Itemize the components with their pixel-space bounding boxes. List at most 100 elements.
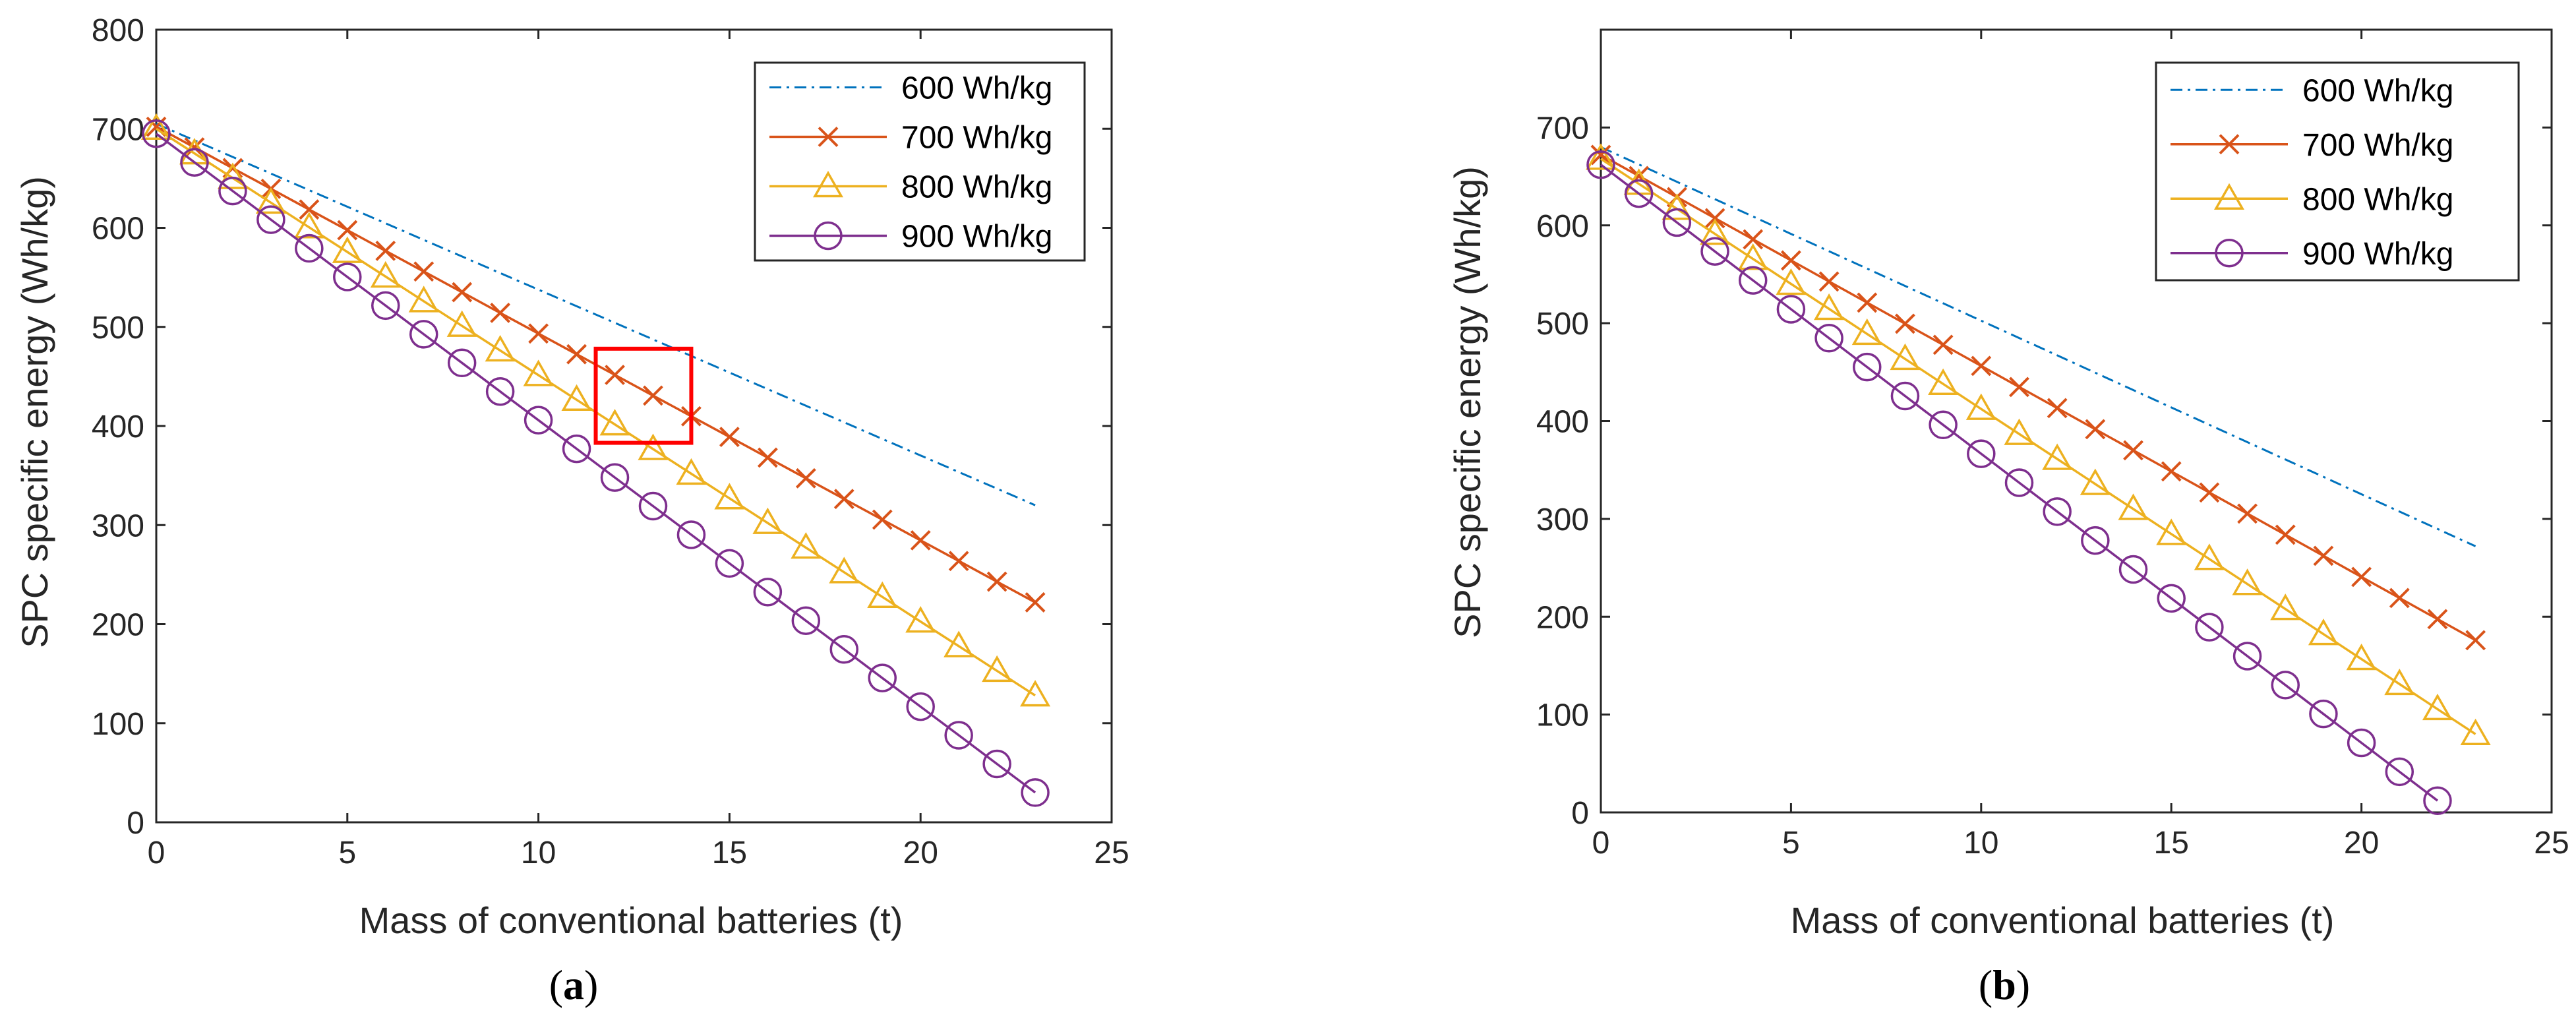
data-point-marker — [1700, 218, 1731, 245]
data-point-marker — [676, 520, 706, 549]
data-point-marker — [1857, 292, 1878, 313]
x-tick-label: 20 — [2344, 826, 2379, 861]
data-point-marker — [184, 137, 205, 158]
data-point-marker — [1021, 778, 1050, 807]
data-point-marker — [2465, 630, 2486, 651]
y-tick-label: 600 — [1536, 209, 1589, 244]
data-point-marker — [795, 468, 816, 489]
data-point-marker — [638, 433, 669, 460]
data-point-marker — [2080, 468, 2111, 495]
data-point-marker — [2161, 461, 2182, 482]
legend-label: 600 Wh/kg — [2302, 73, 2453, 108]
data-point-marker — [944, 630, 974, 657]
x-tick-label: 5 — [338, 835, 356, 870]
data-point-marker — [408, 286, 439, 313]
data-point-marker — [605, 365, 625, 385]
x-tick-label: 15 — [712, 835, 747, 870]
data-point-marker — [2422, 693, 2453, 721]
data-point-marker — [2232, 642, 2262, 671]
data-point-marker — [524, 406, 553, 435]
data-point-marker — [447, 348, 477, 378]
caption-close-paren: ) — [2016, 961, 2030, 1008]
data-point-marker — [293, 212, 324, 239]
data-point-marker — [829, 634, 859, 664]
data-point-marker — [1025, 592, 1046, 613]
data-point-marker — [643, 385, 663, 406]
chart-panel-b: 0 5 10 15 20 25 0 100 200 300 400 500 600 700 600 Wh/k… — [1447, 28, 2569, 1008]
y-tick-label: 500 — [92, 311, 144, 346]
y-tick-label: 100 — [1536, 698, 1589, 733]
legend-label: 700 Wh/kg — [901, 121, 1052, 156]
data-point-marker — [1586, 150, 1615, 179]
data-point-marker — [905, 606, 936, 633]
data-point-marker — [217, 162, 248, 189]
data-point-marker — [791, 531, 822, 559]
x-tick-label: 20 — [903, 835, 938, 870]
data-point-marker — [485, 335, 516, 362]
legend-marker — [812, 170, 844, 198]
data-point-marker — [370, 260, 401, 288]
data-point-marker — [2042, 443, 2073, 470]
legend-box — [754, 61, 1086, 262]
data-point-marker — [829, 557, 860, 584]
series-900-b — [1586, 150, 2452, 815]
caption-open-paren: ( — [1979, 961, 1992, 1008]
svg-text:(a): (a) — [549, 961, 599, 1008]
data-point-marker — [2427, 609, 2448, 630]
legend-label: 900 Wh/kg — [2302, 237, 2453, 272]
data-point-marker — [2389, 588, 2410, 609]
series-line — [1600, 164, 2439, 802]
y-tick-label: 0 — [127, 806, 144, 841]
data-point-marker — [719, 427, 740, 448]
legend-box — [2155, 61, 2520, 282]
data-point-marker — [299, 199, 320, 220]
data-point-marker — [1890, 343, 1921, 371]
y-axis-label-a: SPC specific energy (Wh/kg) — [14, 176, 55, 648]
data-point-marker — [1818, 271, 1840, 292]
data-point-marker — [1704, 208, 1725, 229]
caption-close-paren: ) — [584, 961, 598, 1008]
legend-label: 800 Wh/kg — [901, 170, 1052, 205]
series-line — [155, 133, 1036, 794]
data-point-marker — [910, 530, 931, 551]
data-point-marker — [140, 113, 172, 140]
data-point-marker — [413, 261, 434, 282]
data-point-marker — [446, 310, 477, 337]
data-point-marker — [1932, 334, 1954, 355]
data-point-marker — [1585, 143, 1617, 170]
data-point-marker — [528, 323, 549, 344]
y-tick-label: 400 — [92, 410, 144, 444]
data-point-marker — [523, 359, 554, 386]
series-600-a — [156, 123, 1036, 506]
data-point-marker — [409, 320, 438, 349]
data-point-marker — [1700, 237, 1729, 266]
y-tick-label: 500 — [1536, 307, 1589, 342]
panel-caption-a: (a) — [549, 961, 599, 1008]
data-point-marker — [1814, 293, 1845, 320]
data-point-marker — [1780, 250, 1801, 271]
legend-marker — [2219, 134, 2240, 155]
x-tick-label: 10 — [521, 835, 556, 870]
legend-label: 800 Wh/kg — [2302, 182, 2453, 217]
data-point-marker — [2047, 398, 2068, 419]
data-point-marker — [2346, 643, 2377, 671]
data-point-marker — [752, 507, 783, 534]
data-point-marker — [2237, 503, 2258, 524]
data-point-marker — [986, 571, 1007, 592]
data-point-marker — [2275, 524, 2296, 545]
y-tick-label: 300 — [1536, 502, 1589, 537]
x-tick-label: 25 — [2534, 826, 2569, 861]
data-point-marker — [1743, 229, 1764, 250]
data-point-marker — [2385, 757, 2414, 787]
data-point-marker — [566, 344, 587, 365]
y-tick-label: 0 — [1571, 796, 1589, 831]
data-point-marker — [1895, 313, 1915, 334]
x-tick-label: 10 — [1963, 826, 1998, 861]
data-point-marker — [2081, 526, 2110, 555]
y-tick-label: 100 — [92, 707, 144, 742]
data-point-marker — [295, 233, 324, 263]
data-point-marker — [1814, 324, 1843, 353]
data-point-marker — [2043, 497, 2072, 526]
data-point-marker — [868, 663, 897, 692]
